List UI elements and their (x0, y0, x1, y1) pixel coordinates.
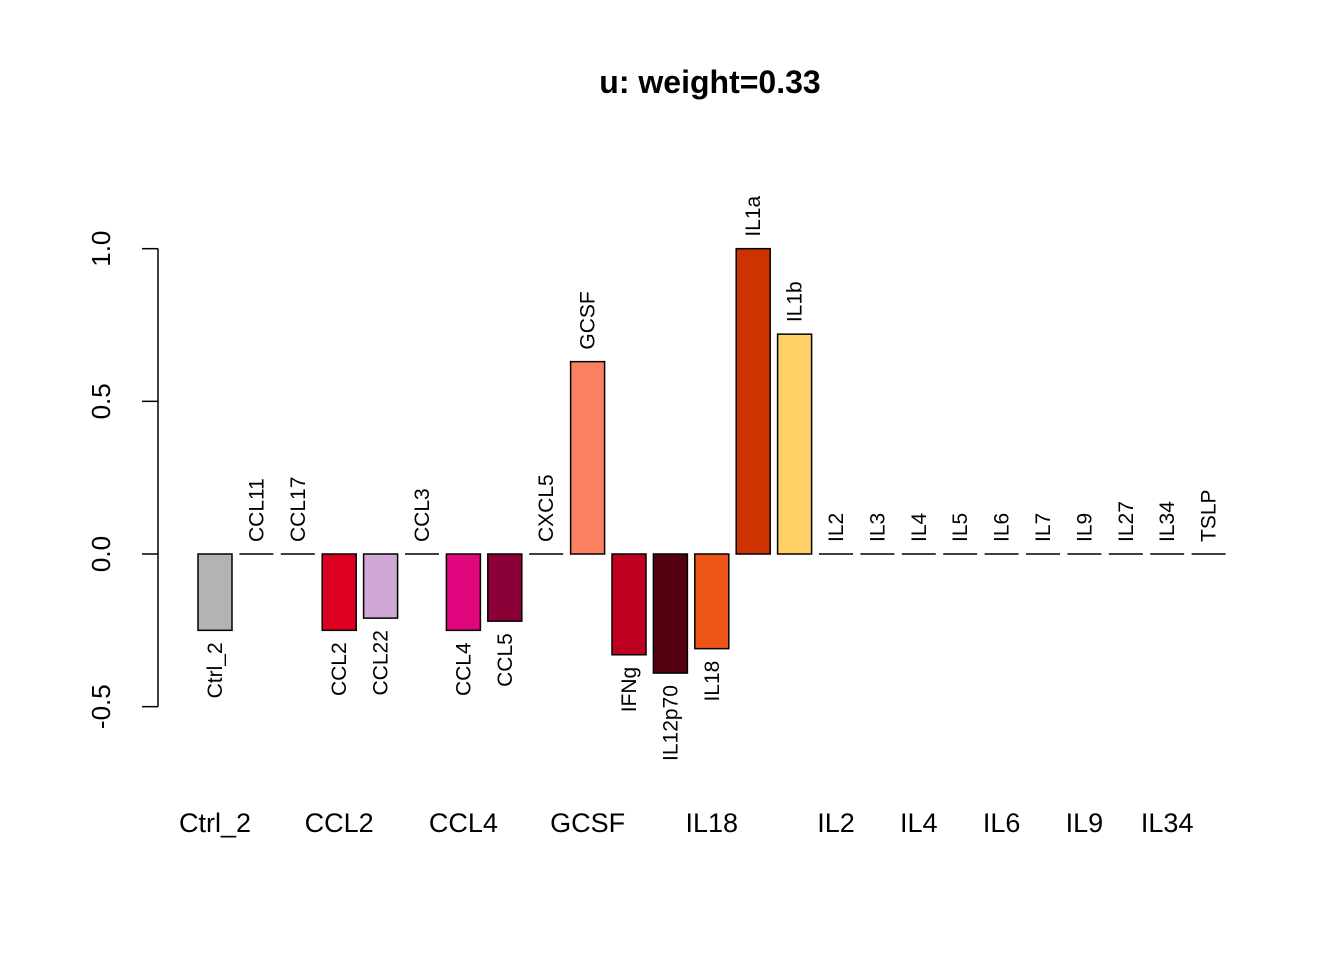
bars (197, 247, 813, 674)
x-axis-label-IL18: IL18 (686, 808, 739, 838)
bar-label-IL27: IL27 (1115, 501, 1138, 542)
bar-label-CCL2: CCL2 (328, 642, 351, 696)
x-axis-label-Ctrl_2: Ctrl_2 (179, 808, 251, 838)
bar-label-IL1a: IL1a (742, 195, 765, 236)
bar-CCL5 (487, 553, 523, 622)
bar-label-IL7: IL7 (1032, 513, 1055, 542)
bar-label-CCL5: CCL5 (494, 633, 517, 687)
bar-label-CCL4: CCL4 (452, 642, 475, 696)
bar-label-Ctrl_2: Ctrl_2 (204, 642, 227, 698)
x-axis-label-CCL2: CCL2 (305, 808, 374, 838)
y-tick-label: 0.5 (86, 383, 116, 419)
y-axis: -0.5 0.0 0.5 1.0 (86, 231, 159, 729)
y-tick-label: 0.0 (86, 536, 116, 572)
bar-CCL2 (321, 553, 357, 632)
bar-label-IL3: IL3 (866, 513, 889, 542)
bar-label-GCSF: GCSF (577, 291, 600, 349)
bar-label-IL9: IL9 (1073, 513, 1096, 542)
bar-label-CCL17: CCL17 (287, 477, 310, 542)
bar-GCSF (569, 360, 606, 555)
bar-IL1a (735, 247, 771, 555)
bar-labels: Ctrl_2 CCL11 CCL17 CCL2 CCL22 CCL3 CCL4 CCL5 CXC… (204, 195, 1221, 761)
bar-IL1b (776, 333, 813, 555)
bar-label-IL34: IL34 (1156, 501, 1179, 542)
bar-label-IL6: IL6 (991, 513, 1014, 542)
bar-CCL22 (362, 553, 399, 619)
chart-title: u: weight=0.33 (599, 64, 820, 100)
bar-label-IFNg: IFNg (618, 667, 641, 713)
bar-label-IL4: IL4 (908, 512, 931, 542)
bar-label-TSLP: TSLP (1198, 489, 1221, 542)
x-axis-label-GCSF: GCSF (550, 808, 625, 838)
x-axis-label-IL34: IL34 (1141, 808, 1194, 838)
x-axis-labels: Ctrl_2 CCL2 CCL4 GCSF IL18 IL2 IL4 IL6 IL9 IL34 (179, 808, 1193, 838)
x-axis-label-CCL4: CCL4 (429, 808, 498, 838)
bar-label-IL5: IL5 (949, 513, 972, 542)
bar-label-CCL11: CCL11 (245, 478, 268, 542)
x-axis-label-IL2: IL2 (817, 808, 855, 838)
bar-CCL4 (445, 553, 482, 632)
bar-label-CXCL5: CXCL5 (535, 474, 558, 542)
bar-IL18 (694, 553, 730, 650)
bar-label-IL1b: IL1b (784, 281, 807, 322)
x-axis-label-IL6: IL6 (983, 808, 1021, 838)
bar-label-IL18: IL18 (701, 661, 724, 702)
bar-label-IL12p70: IL12p70 (659, 685, 682, 761)
bar-IFNg (611, 553, 647, 656)
y-tick-label: -0.5 (86, 684, 116, 729)
bar-label-IL2: IL2 (825, 513, 848, 542)
bar-IL12p70 (652, 553, 689, 674)
bar-label-CCL3: CCL3 (411, 488, 434, 542)
x-axis-label-IL4: IL4 (900, 808, 938, 838)
x-axis-label-IL9: IL9 (1066, 808, 1104, 838)
y-tick-label: 1.0 (86, 231, 116, 267)
bar-Ctrl_2 (197, 553, 233, 632)
bar-label-CCL22: CCL22 (370, 630, 393, 695)
